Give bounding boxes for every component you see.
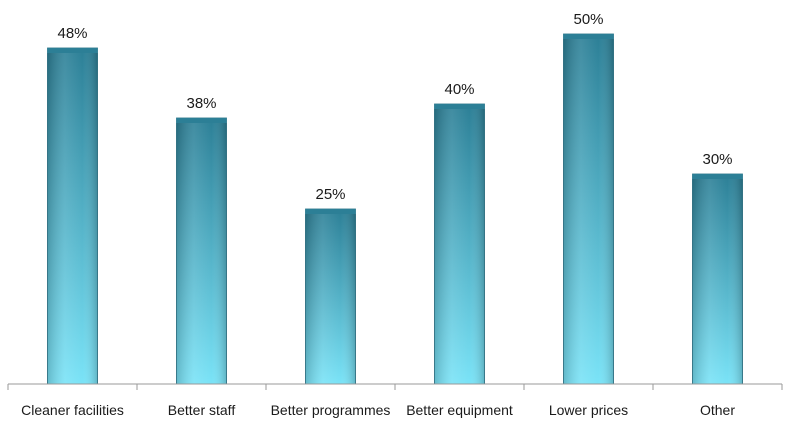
category-label: Cleaner facilities <box>21 402 124 418</box>
bar-cap <box>47 48 98 53</box>
x-axis-ticks <box>7 384 783 390</box>
category-label: Better programmes <box>271 402 391 418</box>
data-label: 25% <box>315 186 345 203</box>
category-label: Better equipment <box>406 402 513 418</box>
value-labels-layer: 48% 38% 25% 40% 50% 30% <box>57 11 732 203</box>
bar <box>47 47 98 385</box>
bar-cap <box>692 174 743 179</box>
category-label: Lower prices <box>549 402 628 418</box>
data-label: 48% <box>57 25 87 42</box>
category-label: Other <box>700 402 735 418</box>
bar <box>176 117 227 385</box>
bar-cap <box>305 209 356 214</box>
data-label: 50% <box>573 11 603 28</box>
bar-shading <box>563 34 614 384</box>
bars-layer <box>47 33 743 385</box>
data-label: 30% <box>702 151 732 168</box>
bar-shading <box>47 48 98 384</box>
bar-cap <box>176 118 227 123</box>
bar <box>434 103 485 385</box>
bar-shading <box>305 209 356 384</box>
bar-cap <box>563 34 614 39</box>
category-labels-layer: Cleaner facilities Better staff Better pro… <box>21 402 735 418</box>
data-label: 38% <box>186 95 216 112</box>
bar-shading <box>434 104 485 384</box>
bar <box>305 208 356 385</box>
bar-shading <box>692 174 743 384</box>
bar <box>692 173 743 385</box>
category-label: Better staff <box>168 402 236 418</box>
data-label: 40% <box>444 81 474 98</box>
bar <box>563 33 614 385</box>
bar-cap <box>434 104 485 109</box>
bar-shading <box>176 118 227 384</box>
